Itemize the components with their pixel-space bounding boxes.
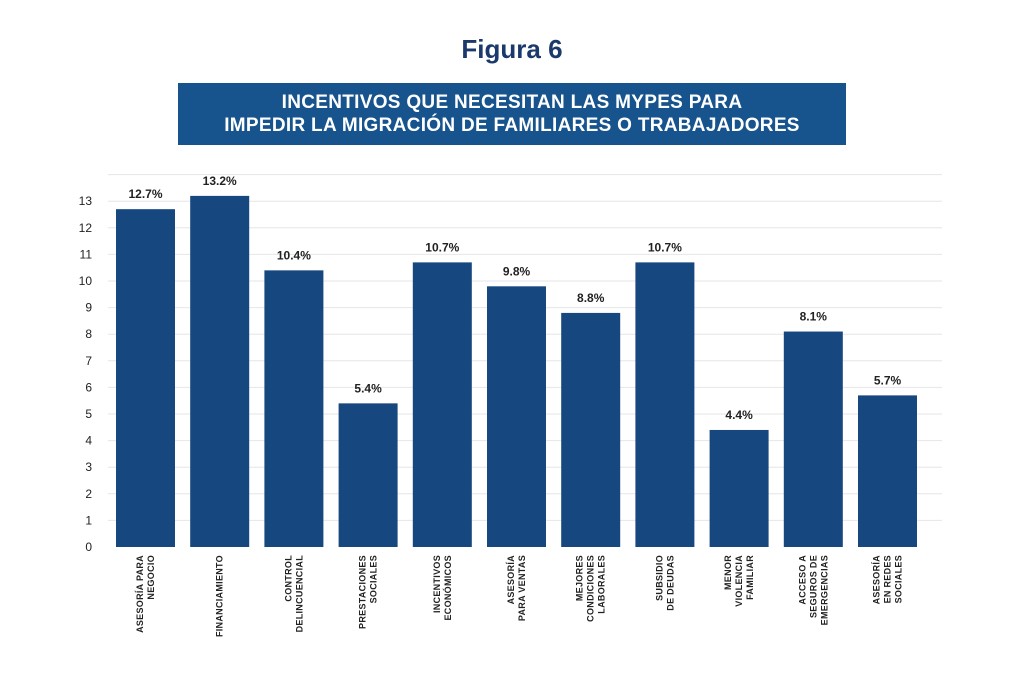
category-label-line: LABORALES	[597, 555, 607, 614]
chart-title-line-2: IMPEDIR LA MIGRACIÓN DE FAMILIARES O TRA…	[224, 115, 800, 136]
category-label: FINANCIAMIENTO	[215, 555, 225, 637]
category-label-line: PRESTACIONES	[358, 555, 368, 629]
bar	[116, 209, 175, 547]
data-label: 4.4%	[725, 408, 753, 422]
category-label-line: MEJORES	[575, 555, 585, 601]
category-label: ASESORÍA PARA VENTAS	[506, 555, 527, 621]
data-label: 5.7%	[874, 373, 902, 387]
category-label: PRESTACIONES SOCIALES	[358, 555, 379, 629]
bar	[635, 262, 695, 547]
data-label: 5.4%	[354, 381, 382, 395]
category-label-line: CONTROL	[283, 555, 293, 602]
y-tick-label: 3	[85, 460, 92, 474]
y-tick-label: 5	[85, 407, 92, 421]
y-tick-label: 1	[85, 513, 92, 527]
category-label-line: SUBSIDIO	[654, 555, 664, 601]
category-label-line: ASESORÍA	[872, 555, 882, 605]
y-tick-label: 8	[85, 327, 92, 341]
data-label: 10.7%	[425, 240, 459, 254]
y-tick-label: 9	[85, 301, 92, 315]
data-label: 12.7%	[128, 187, 162, 201]
category-label: ASESORÍA PARA NEGOCIO	[135, 555, 156, 633]
category-label-line: SOCIALES	[894, 555, 904, 603]
category-label-line: DELINCUENCIAL	[294, 555, 304, 633]
y-tick-label: 4	[85, 434, 92, 448]
category-label-line: ACCESO A	[797, 555, 807, 605]
category-label-line: EN REDES	[883, 555, 893, 603]
category-label-line: ASESORÍA	[506, 555, 516, 605]
category-label-line: MENOR	[723, 555, 733, 590]
category-label-line: INCENTIVOS	[432, 555, 442, 613]
category-label-line: SOCIALES	[369, 555, 379, 603]
data-label: 8.1%	[800, 310, 828, 324]
bar	[783, 331, 843, 547]
y-tick-label: 11	[80, 247, 93, 261]
bar	[190, 195, 250, 547]
category-label: SUBSIDIO DE DEUDAS	[654, 555, 675, 611]
bar	[858, 395, 917, 547]
bar	[264, 270, 324, 547]
bar	[487, 286, 546, 547]
category-label: INCENTIVOS ECONÓMICOS	[432, 555, 453, 621]
category-label-line: FAMILIAR	[745, 555, 755, 600]
category-label-line: DE DEUDAS	[665, 555, 675, 611]
data-label: 10.7%	[648, 240, 682, 254]
y-tick-label: 13	[79, 194, 93, 208]
y-tick-label: 10	[79, 274, 93, 288]
bar	[338, 403, 398, 547]
category-label: MENOR VIOLENCIA FAMILIAR	[723, 555, 755, 607]
y-tick-label: 7	[85, 354, 92, 368]
category-label: ACCESO A SEGUROS DE EMERGENCIAS	[797, 555, 829, 626]
category-label-line: EMERGENCIAS	[819, 555, 829, 625]
figure-label: Figura 6	[461, 34, 563, 64]
category-label: CONTROL DELINCUENCIAL	[283, 555, 304, 633]
category-label-line: VIOLENCIA	[734, 555, 744, 607]
category-label-line: NEGOCIO	[146, 555, 156, 600]
data-label: 8.8%	[577, 291, 605, 305]
category-label-line: ECONÓMICOS	[442, 555, 453, 621]
category-label-line: SEGUROS DE	[808, 555, 818, 618]
y-tick-label: 12	[79, 221, 93, 235]
bar	[412, 262, 472, 547]
category-label-line: FINANCIAMIENTO	[215, 555, 225, 637]
data-label: 10.4%	[277, 248, 311, 262]
chart-title-banner: INCENTIVOS QUE NECESITAN LAS MYPES PARA …	[178, 83, 846, 145]
category-label-line: ASESORÍA PARA	[135, 555, 145, 633]
category-label-line: CONDICIONES	[586, 555, 596, 622]
bar	[561, 312, 621, 547]
y-tick-label: 2	[85, 487, 92, 501]
category-label: ASESORÍA EN REDES SOCIALES	[872, 555, 904, 605]
bar	[709, 429, 769, 547]
y-tick-label: 6	[85, 380, 92, 394]
category-label-line: PARA VENTAS	[517, 555, 527, 621]
category-label: MEJORES CONDICIONES LABORALES	[575, 555, 607, 622]
chart-title-line-1: INCENTIVOS QUE NECESITAN LAS MYPES PARA	[281, 92, 743, 113]
data-label: 9.8%	[503, 264, 531, 278]
data-label: 13.2%	[203, 174, 237, 188]
y-tick-label: 0	[85, 540, 92, 554]
